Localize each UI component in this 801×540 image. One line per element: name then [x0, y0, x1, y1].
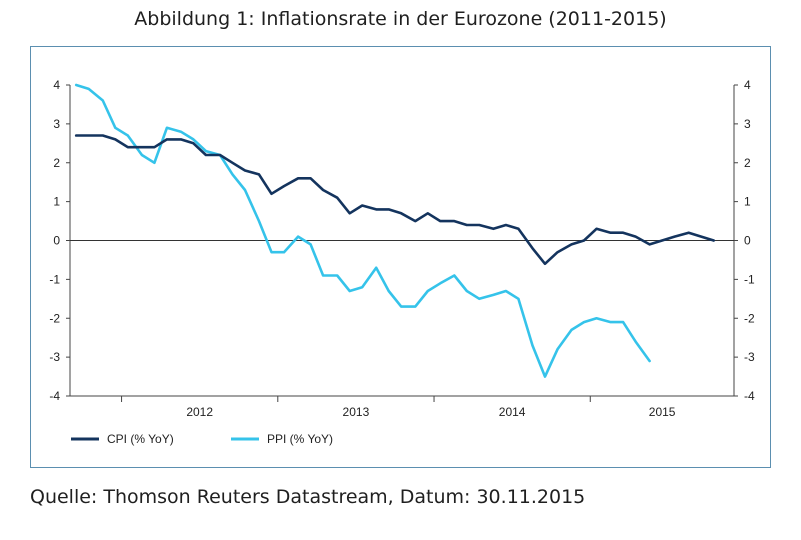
- line-chart: 4 4 3 3 2 2 1 1 0 0 -1 -1 -2 -2 -3 -3 -4 -4 2012 2013 2014 20…: [49, 78, 755, 446]
- source-note: Quelle: Thomson Reuters Datastream, Datu…: [30, 486, 586, 508]
- y-tick-label-left: 0: [53, 234, 60, 248]
- x-tick-label: 2015: [649, 405, 676, 419]
- cpi-legend-label: CPI (% YoY): [107, 432, 174, 446]
- y-tick-label-left: -1: [49, 272, 60, 286]
- y-tick-label-left: -2: [49, 311, 60, 325]
- x-tick-label: 2014: [499, 405, 526, 419]
- y-tick-label-right: 2: [744, 156, 751, 170]
- ppi-legend-label: PPI (% YoY): [267, 432, 333, 446]
- y-tick-label-right: 1: [744, 195, 751, 209]
- y-tick-label-right: -4: [744, 389, 755, 403]
- y-tick-label-left: 4: [53, 78, 60, 92]
- y-tick-label-right: 0: [744, 234, 751, 248]
- y-tick-label-left: 1: [53, 195, 60, 209]
- figure-title: Abbildung 1: Inflationsrate in der Euroz…: [134, 8, 667, 30]
- y-tick-label-right: -3: [744, 350, 755, 364]
- y-tick-label-left: -3: [49, 350, 60, 364]
- cpi-series-line: [74, 134, 716, 266]
- y-tick-label-left: 3: [53, 117, 60, 131]
- y-tick-label-right: 4: [744, 78, 751, 92]
- y-tick-label-left: 2: [53, 156, 60, 170]
- chart-frame: 4 4 3 3 2 2 1 1 0 0 -1 -1 -2 -2 -3 -3 -4 -4 2012 2013 2014 20…: [30, 46, 771, 468]
- y-tick-label-right: -1: [744, 272, 755, 286]
- x-tick-label: 2013: [343, 405, 370, 419]
- y-tick-label-right: 3: [744, 117, 751, 131]
- y-tick-label-right: -2: [744, 311, 755, 325]
- ppi-series-line: [74, 83, 651, 378]
- y-tick-label-left: -4: [49, 389, 60, 403]
- x-tick-label: 2012: [186, 405, 213, 419]
